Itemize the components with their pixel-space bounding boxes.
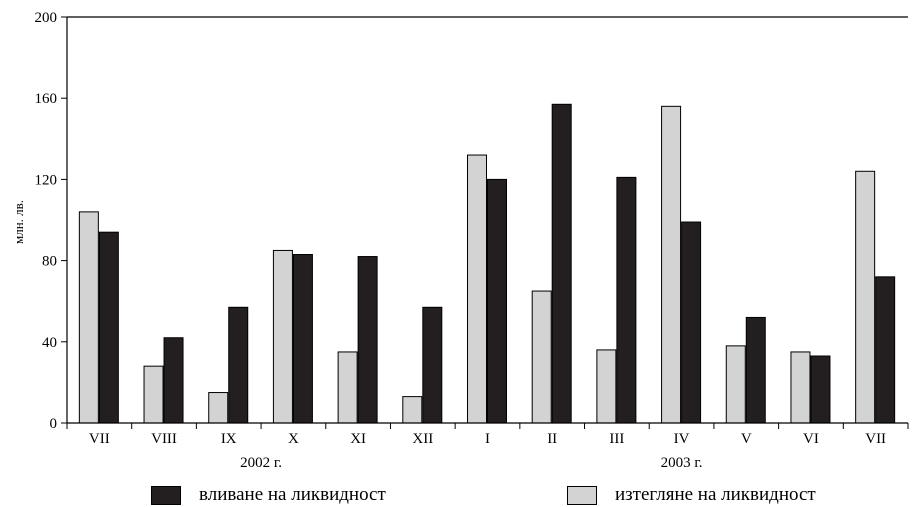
x-tick-label-4: XI — [350, 431, 366, 447]
bar-outflow-7 — [531, 290, 552, 424]
x-tick-label-12: VII — [865, 431, 886, 447]
bar-outflow-4 — [337, 351, 358, 424]
bar-inflow-5 — [422, 306, 443, 424]
y-tick-label-3: 120 — [35, 172, 58, 188]
legend-item-outflow: изтегляне на ликвидност — [567, 485, 816, 505]
bar-inflow-11 — [810, 355, 831, 424]
bar-inflow-4 — [357, 256, 378, 424]
x-tick-label-6: I — [485, 431, 490, 447]
axes-layer — [61, 16, 909, 429]
x-tick-label-11: VI — [803, 431, 819, 447]
bar-outflow-9 — [661, 105, 682, 424]
bar-outflow-1 — [143, 365, 164, 424]
y-tick-label-2: 80 — [42, 254, 57, 270]
bar-inflow-0 — [98, 231, 119, 424]
bar-inflow-3 — [292, 254, 313, 424]
bar-outflow-6 — [467, 154, 487, 424]
bar-inflow-2 — [228, 306, 249, 424]
bar-outflow-11 — [790, 351, 811, 424]
legend-swatch-inflow — [151, 485, 181, 505]
x-tick-label-3: X — [288, 431, 299, 447]
x-tick-label-2: IX — [221, 431, 237, 447]
bars-layer — [78, 103, 896, 424]
legend-item-inflow: вливане на ликвидност — [151, 485, 386, 505]
bar-inflow-12 — [875, 276, 896, 424]
x-tick-label-5: XII — [412, 431, 433, 447]
bar-outflow-0 — [78, 211, 99, 424]
legend-label-outflow: изтегляне на ликвидност — [615, 484, 816, 505]
x-tick-label-1: VIII — [151, 431, 177, 447]
y-tick-label-4: 160 — [35, 91, 58, 107]
year-group-label-1: 2003 г. — [661, 455, 703, 471]
year-group-label-0: 2002 г. — [240, 455, 282, 471]
x-tick-label-9: IV — [674, 431, 690, 447]
bar-outflow-3 — [272, 249, 293, 424]
bar-inflow-7 — [551, 103, 572, 424]
y-axis-title: млн. лв. — [11, 200, 26, 244]
x-tick-label-0: VII — [89, 431, 110, 447]
bar-inflow-10 — [745, 316, 766, 424]
bar-inflow-9 — [681, 221, 702, 424]
bar-inflow-8 — [616, 176, 637, 424]
x-tick-label-7: II — [547, 431, 557, 447]
legend-swatch-outflow — [567, 485, 597, 505]
bar-outflow-8 — [596, 349, 617, 424]
legend-label-inflow: вливане на ликвидност — [199, 484, 386, 505]
bar-inflow-6 — [487, 178, 507, 424]
bar-outflow-12 — [855, 170, 876, 424]
y-tick-label-1: 40 — [42, 335, 57, 351]
bar-outflow-10 — [725, 345, 746, 424]
bar-inflow-1 — [163, 337, 184, 424]
y-tick-label-5: 200 — [35, 10, 58, 26]
y-tick-label-0: 0 — [50, 416, 58, 432]
x-tick-label-8: III — [609, 431, 624, 447]
bar-outflow-2 — [208, 392, 229, 424]
bar-outflow-5 — [402, 396, 423, 424]
x-tick-label-10: V — [741, 431, 752, 447]
